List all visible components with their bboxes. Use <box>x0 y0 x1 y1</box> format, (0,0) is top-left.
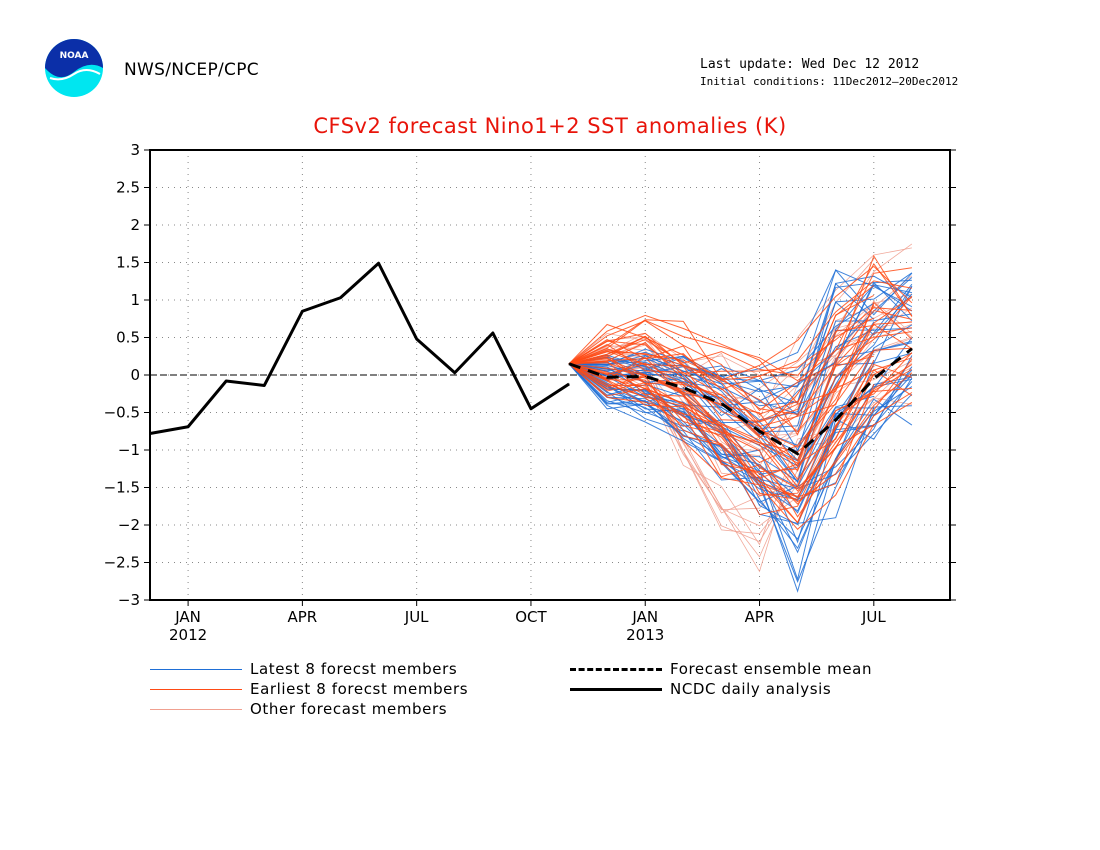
ncdc-analysis-point-0 <box>149 433 151 434</box>
earliest-member-line-36 <box>568 363 875 516</box>
ncdc-analysis-point-10 <box>530 408 532 410</box>
ncdc-analysis-point-7 <box>416 338 418 340</box>
ensemble-mean-point-2 <box>644 376 646 377</box>
earliest-member-line-38 <box>568 363 913 496</box>
y-tick-label-1: −2.5 <box>104 554 140 572</box>
legend-earliest-label: Earliest 8 forecst members <box>250 680 469 698</box>
earliest-member-line-10 <box>568 265 913 381</box>
ncdc-analysis-point-3 <box>263 385 265 386</box>
main-lines-layer <box>149 261 913 456</box>
y-tick-label-9: 1.5 <box>116 254 140 272</box>
x-tick-year-0: 2012 <box>169 626 207 644</box>
last-update: Last update: Wed Dec 12 2012 <box>700 57 920 72</box>
legend-earliest-swatch <box>150 689 242 690</box>
earliest-member-line-1 <box>568 254 913 412</box>
noaa-logo: NOAA <box>45 39 103 97</box>
legend-latest-label: Latest 8 forecst members <box>250 660 458 678</box>
x-tick-label-4: JAN <box>631 608 658 626</box>
x-tick-label-1: APR <box>288 608 318 626</box>
initial-conditions: Initial conditions: 11Dec2012–20Dec2012 <box>700 75 959 88</box>
earliest-member-line-34 <box>568 296 913 439</box>
legend-mean-swatch <box>570 668 662 671</box>
earliest-member-line-7 <box>568 357 913 488</box>
agency-label: NWS/NCEP/CPC <box>124 60 259 80</box>
y-tick-label-8: 1 <box>130 291 140 309</box>
y-tick-label-6: 0 <box>130 366 140 384</box>
earliest-member-line-29 <box>568 309 913 468</box>
latest-member-line-6 <box>568 279 912 404</box>
ncdc-analysis-line <box>149 261 570 435</box>
y-tick-label-5: −0.5 <box>104 404 140 422</box>
earliest-member-line-25 <box>568 267 912 382</box>
ncdc-analysis-point-8 <box>454 372 456 374</box>
x-tick-year-4: 2013 <box>626 626 664 644</box>
ncdc-analysis-point-4 <box>301 310 303 312</box>
ncdc-analysis-point-9 <box>492 332 494 334</box>
ensemble-mean-point-4 <box>720 403 722 404</box>
earliest-member-line-39 <box>568 262 913 436</box>
x-tick-label-3: OCT <box>515 608 547 626</box>
legend-latest-swatch <box>150 669 242 670</box>
earliest-member-line-37 <box>568 362 913 524</box>
legend-other-swatch <box>150 709 242 710</box>
ncdc-analysis-point-11 <box>568 383 570 385</box>
legend-analysis-label: NCDC daily analysis <box>670 680 832 698</box>
ensemble-mean-point-8 <box>873 378 875 380</box>
earliest-member-line-23 <box>568 352 913 490</box>
y-tick-label-11: 2.5 <box>116 179 140 197</box>
ensemble-mean-point-5 <box>759 430 761 432</box>
ensemble-mean-point-0 <box>568 363 570 365</box>
y-tick-label-10: 2 <box>130 216 140 234</box>
y-tick-label-3: −1.5 <box>104 479 140 497</box>
x-tick-label-5: APR <box>745 608 775 626</box>
earliest-member-line-21 <box>568 307 912 374</box>
latest-member-line-17 <box>568 355 913 503</box>
ncdc-analysis-point-2 <box>225 380 227 382</box>
earliest-member-line-22 <box>568 295 913 415</box>
earliest-member-line-12 <box>568 363 875 531</box>
y-tick-label-4: −1 <box>118 441 140 459</box>
earliest-member-line-9 <box>568 363 913 518</box>
ensemble-mean-point-9 <box>911 348 913 350</box>
ensemble-mean-point-6 <box>797 453 799 455</box>
ensemble-mean-point-1 <box>606 376 608 378</box>
legend-other-label: Other forecast members <box>250 700 448 718</box>
earliest-member-line-32 <box>568 323 913 464</box>
chart-title: CFSv2 forecast Nino1+2 SST anomalies (K) <box>313 114 787 138</box>
ensemble-mean-point-7 <box>835 419 837 421</box>
other-member-line-18 <box>568 247 912 419</box>
ncdc-analysis-point-5 <box>339 297 341 299</box>
x-tick-label-6: JUL <box>861 608 886 626</box>
legend-analysis-swatch <box>570 688 662 691</box>
y-tick-label-12: 3 <box>130 141 140 159</box>
x-tick-label-0: JAN <box>174 608 201 626</box>
ncdc-analysis-point-6 <box>378 262 380 264</box>
ensemble-mean-point-3 <box>682 387 684 389</box>
y-tick-label-7: 0.5 <box>116 329 140 347</box>
earliest-member-line-18 <box>568 280 912 381</box>
logo-text: NOAA <box>60 51 89 61</box>
legend-mean-label: Forecast ensemble mean <box>670 660 873 678</box>
ensemble-mean-line <box>568 347 913 456</box>
earliest-member-line-33 <box>568 352 913 473</box>
latest-member-line-33 <box>568 363 913 593</box>
y-tick-label-2: −2 <box>118 516 140 534</box>
earliest-member-line-2 <box>568 363 875 498</box>
x-tick-label-2: JUL <box>404 608 429 626</box>
earliest-member-line-13 <box>568 363 913 503</box>
earliest-member-line-35 <box>568 317 875 376</box>
y-tick-label-0: −3 <box>118 591 140 609</box>
ncdc-analysis-point-1 <box>187 426 189 428</box>
earliest-member-line-15 <box>568 285 875 405</box>
axis-layer: −3−2.5−2−1.5−1−0.500.511.522.53JAN2012AP… <box>104 141 956 644</box>
latest-member-line-39 <box>568 363 913 501</box>
earliest-member-line-20 <box>568 363 913 524</box>
